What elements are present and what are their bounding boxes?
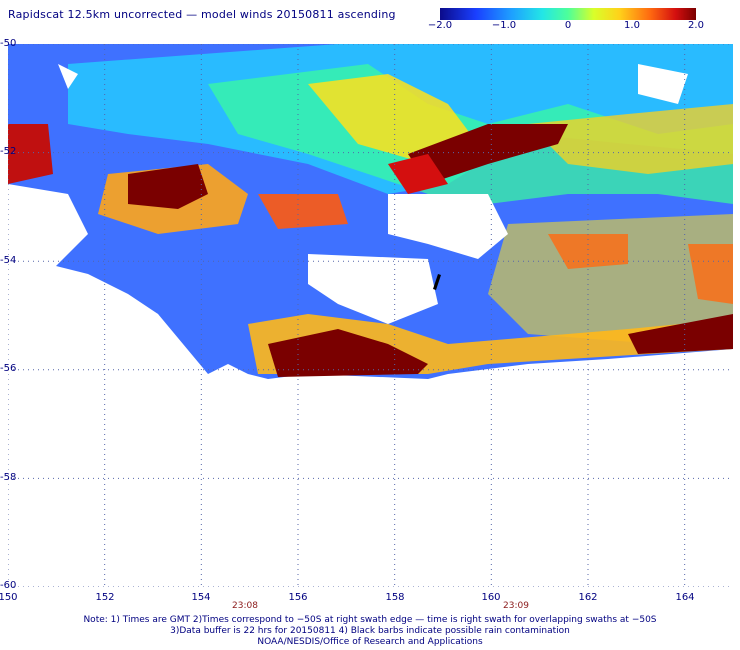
colorbar-gradient [440,8,696,20]
lat-label-52: -52 [0,146,17,157]
colorbar-tick-max: 2.0 [688,20,704,31]
lon-label-152: 152 [95,592,115,603]
wind-map-svg [8,44,733,587]
lon-label-154: 154 [191,592,211,603]
lon-label-162: 162 [578,592,598,603]
colorbar-tick-neg1: −1.0 [491,20,517,31]
swath-time-1: 23:08 [232,601,258,611]
wind-field [8,44,733,379]
lat-label-56: -56 [0,363,17,374]
colorbar-legend: −2.0 −1.0 0 1.0 2.0 [428,8,704,38]
colorbar-tick-zero: 0 [564,20,572,31]
note-line-1: Note: 1) Times are GMT 2)Times correspon… [83,615,657,625]
lon-label-158: 158 [385,592,405,603]
lon-label-150: 150 [0,592,18,603]
map-gridlines [8,44,733,587]
map-title: Rapidscat 12.5km uncorrected — model win… [8,8,396,21]
lat-label-50: -50 [0,38,17,49]
note-line-3: NOAA/NESDIS/Office of Research and Appli… [257,637,483,647]
lat-label-54: -54 [0,255,17,266]
lat-label-60: -60 [0,580,17,591]
colorbar-tick-pos1: 1.0 [624,20,640,31]
wind-map: -50 -52 -54 -56 -58 -60 150 152 154 156 … [0,38,733,611]
note-line-2: 3)Data buffer is 22 hrs for 20150811 4) … [170,626,570,636]
lat-label-58: -58 [0,472,17,483]
lon-label-164: 164 [675,592,695,603]
lon-label-160: 160 [481,592,501,603]
swath-time-2: 23:09 [503,601,529,611]
lon-label-156: 156 [288,592,308,603]
colorbar-tick-min: −2.0 [427,20,453,31]
